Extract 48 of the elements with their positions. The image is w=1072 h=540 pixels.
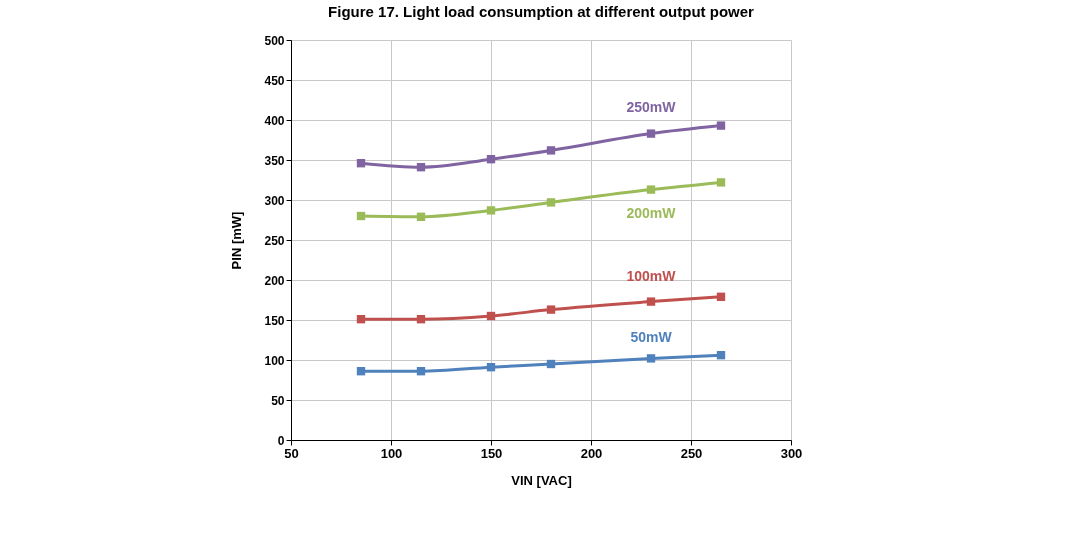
x-tick-label: 150	[480, 445, 503, 461]
point	[646, 354, 656, 363]
point	[356, 159, 366, 168]
x-tick-label: 200	[580, 445, 603, 461]
y-tick-label: 400	[264, 113, 285, 128]
point	[716, 121, 726, 130]
x-tick-label: 300	[780, 445, 803, 461]
series-label: 250mW	[626, 98, 677, 115]
chart-title: Figure 17. Light load consumption at different output power	[328, 3, 755, 20]
x-axis-title: VIN [VAC]	[511, 472, 572, 488]
point	[486, 206, 496, 215]
y-tick-label: 100	[264, 353, 285, 368]
point	[546, 198, 556, 207]
point	[416, 367, 426, 376]
point	[646, 297, 656, 306]
point	[416, 212, 426, 221]
y-tick-label: 50	[271, 393, 285, 408]
y-tick-label: 300	[264, 193, 285, 208]
point	[416, 315, 426, 324]
point	[356, 367, 366, 376]
series-label: 100mW	[626, 267, 677, 284]
point	[486, 311, 496, 321]
y-tick-label: 500	[264, 33, 285, 48]
point	[356, 315, 366, 324]
point	[546, 305, 556, 314]
series-label: 50mW	[630, 329, 673, 346]
point	[486, 155, 496, 164]
y-tick-label: 150	[264, 313, 285, 328]
y-tick-label: 350	[264, 153, 285, 168]
point	[716, 351, 726, 360]
point	[546, 146, 556, 155]
point	[646, 185, 656, 194]
point	[356, 211, 366, 221]
y-tick-label: 200	[264, 273, 285, 288]
y-tick-label: 450	[264, 73, 285, 88]
y-tick-label: 0	[277, 433, 285, 448]
point	[716, 178, 726, 187]
point	[486, 363, 496, 372]
point	[716, 292, 726, 301]
y-tick-label: 250	[264, 233, 285, 248]
point	[646, 129, 656, 138]
point	[546, 359, 556, 369]
y-axis-title: PIN [mW]	[229, 211, 245, 270]
series-label: 200mW	[626, 204, 677, 221]
x-tick-label: 50	[284, 445, 299, 461]
x-tick-label: 250	[680, 445, 703, 461]
point	[416, 163, 426, 172]
x-tick-label: 100	[380, 445, 403, 461]
